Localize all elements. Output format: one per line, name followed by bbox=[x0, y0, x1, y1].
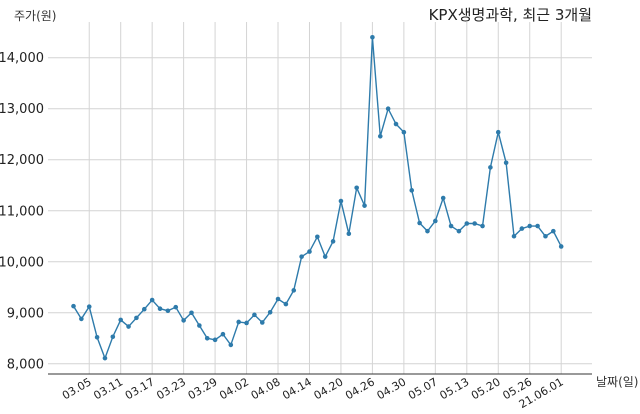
data-point bbox=[118, 317, 123, 323]
y-axis-label: 주가(원) bbox=[14, 9, 56, 23]
y-tick-label: 9,000 bbox=[7, 306, 44, 321]
data-point bbox=[102, 355, 108, 361]
x-tick-label: 05.13 bbox=[438, 375, 472, 402]
data-point bbox=[338, 198, 344, 204]
data-point bbox=[236, 319, 241, 325]
data-point bbox=[189, 310, 194, 316]
data-point bbox=[558, 244, 564, 249]
data-point bbox=[330, 239, 336, 244]
data-point bbox=[228, 342, 234, 348]
chart-title: KPX생명과학, 최근 3개월 bbox=[429, 6, 592, 24]
data-point bbox=[503, 160, 509, 166]
data-point bbox=[134, 315, 139, 321]
data-point bbox=[149, 297, 155, 303]
data-point bbox=[275, 296, 281, 302]
y-tick-label: 8,000 bbox=[7, 357, 44, 372]
data-point bbox=[495, 129, 501, 135]
data-point bbox=[267, 309, 273, 315]
y-tick-label: 11,000 bbox=[0, 204, 44, 219]
data-point bbox=[456, 228, 462, 234]
data-point bbox=[519, 226, 525, 231]
x-tick-label: 04.30 bbox=[375, 375, 409, 402]
data-point bbox=[165, 308, 171, 314]
data-point bbox=[488, 165, 493, 170]
data-point bbox=[346, 231, 352, 237]
data-point bbox=[157, 306, 163, 312]
data-point bbox=[197, 323, 202, 328]
data-point bbox=[370, 35, 375, 40]
data-point bbox=[385, 106, 391, 112]
data-point bbox=[307, 249, 312, 254]
data-point bbox=[220, 331, 226, 337]
data-point bbox=[448, 223, 454, 229]
data-point bbox=[425, 228, 430, 234]
data-point bbox=[299, 254, 304, 259]
data-point bbox=[181, 318, 186, 323]
data-point bbox=[283, 301, 289, 307]
data-point bbox=[126, 324, 131, 329]
data-point bbox=[173, 304, 179, 310]
data-point bbox=[259, 320, 265, 325]
data-point bbox=[417, 220, 422, 226]
data-point bbox=[433, 218, 438, 224]
data-point bbox=[322, 254, 328, 259]
x-tick-label: 05.20 bbox=[469, 375, 503, 402]
data-point bbox=[86, 304, 92, 309]
data-point bbox=[472, 221, 477, 226]
data-point bbox=[79, 316, 84, 322]
y-tick-labels: 8,000 9,000 10,000 11,000 12,000 13,000 14,000 bbox=[0, 51, 44, 372]
data-point bbox=[535, 223, 540, 229]
x-tick-label: 03.29 bbox=[186, 375, 220, 402]
x-tick-label: 03.05 bbox=[60, 375, 94, 402]
y-tick-label: 12,000 bbox=[0, 153, 44, 168]
data-point bbox=[511, 233, 517, 239]
x-axis-label: 날짜(일) bbox=[596, 375, 638, 389]
x-tick-label: 04.08 bbox=[249, 375, 283, 402]
x-tick-label: 05.07 bbox=[406, 375, 440, 402]
x-tick-label: 04.20 bbox=[312, 375, 346, 402]
x-tick-label: 04.14 bbox=[280, 375, 314, 402]
data-point bbox=[110, 334, 116, 340]
data-point bbox=[252, 312, 257, 318]
data-point bbox=[440, 195, 446, 201]
data-point bbox=[204, 335, 210, 341]
data-point bbox=[551, 228, 556, 234]
data-point bbox=[315, 234, 320, 240]
data-point bbox=[244, 320, 249, 326]
data-point bbox=[377, 133, 383, 139]
x-tick-label: 03.23 bbox=[154, 375, 188, 402]
data-point bbox=[94, 334, 100, 340]
data-point bbox=[409, 188, 415, 193]
price-series-line bbox=[72, 37, 562, 361]
data-point bbox=[480, 223, 485, 229]
data-point bbox=[527, 223, 533, 229]
x-tick-labels: 03.0503.1103.1703.2303.2904.0204.0804.14… bbox=[60, 375, 566, 411]
x-tick-label: 04.02 bbox=[217, 375, 251, 402]
grid-lines bbox=[48, 22, 592, 374]
price-series-points bbox=[71, 35, 564, 361]
data-point bbox=[141, 306, 147, 312]
y-tick-label: 13,000 bbox=[0, 102, 44, 117]
data-point bbox=[362, 203, 367, 208]
x-tick-label: 04.26 bbox=[343, 375, 377, 402]
x-tick-label: 03.11 bbox=[91, 375, 125, 402]
data-point bbox=[401, 129, 407, 135]
data-point bbox=[543, 233, 548, 239]
y-tick-label: 10,000 bbox=[0, 255, 44, 270]
data-point bbox=[212, 337, 218, 343]
data-point bbox=[464, 221, 470, 226]
data-point bbox=[354, 185, 359, 191]
x-tick-label: 03.17 bbox=[123, 375, 157, 402]
data-point bbox=[71, 303, 76, 309]
data-point bbox=[393, 121, 399, 127]
data-point bbox=[291, 288, 297, 293]
y-tick-label: 14,000 bbox=[0, 51, 44, 66]
